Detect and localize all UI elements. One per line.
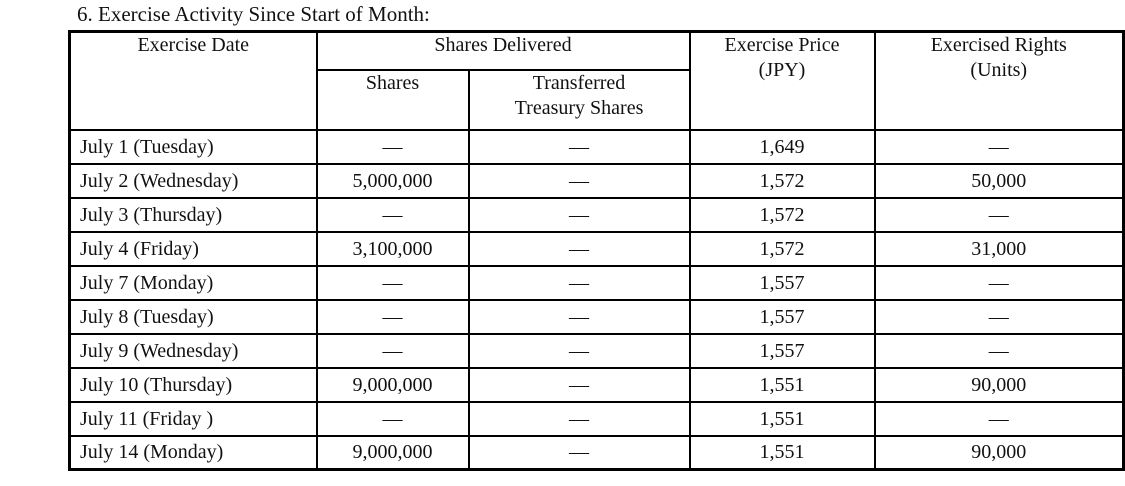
cell-exercised-rights: —: [873, 196, 1125, 233]
cell-exercise-date: July 11 (Friday ): [68, 400, 318, 437]
cell-exercise-price: 1,572: [688, 162, 876, 199]
cell-exercise-price: 1,557: [688, 264, 876, 301]
cell-exercise-date: July 8 (Tuesday): [68, 298, 318, 335]
cell-exercise-date: July 3 (Thursday): [68, 196, 318, 233]
col-header-exercised-rights: Exercised Rights (Units): [873, 30, 1125, 131]
table-row: July 4 (Friday) 3,100,000 — 1,572 31,000: [68, 230, 1125, 267]
table-row: July 3 (Thursday) — — 1,572 —: [68, 196, 1125, 233]
cell-transferred-treasury-shares: —: [467, 128, 691, 165]
table-row: July 9 (Wednesday) — — 1,557 —: [68, 332, 1125, 369]
cell-shares: —: [315, 298, 470, 335]
header-row-2: Shares Transferred Treasury Shares: [70, 68, 1124, 131]
cell-shares: —: [315, 128, 470, 165]
cell-shares: 5,000,000: [315, 162, 470, 199]
table-row: July 7 (Monday) — — 1,557 —: [68, 264, 1125, 301]
cell-exercise-date: July 9 (Wednesday): [68, 332, 318, 369]
cell-exercise-price: 1,551: [688, 366, 876, 403]
table-row: July 11 (Friday ) — — 1,551 —: [68, 400, 1125, 437]
section-title: 6. Exercise Activity Since Start of Mont…: [77, 2, 430, 26]
cell-exercise-date: July 7 (Monday): [68, 264, 318, 301]
cell-shares: —: [315, 332, 470, 369]
cell-exercise-date: July 14 (Monday): [68, 434, 318, 471]
cell-exercised-rights: 31,000: [873, 230, 1125, 267]
cell-exercise-price: 1,572: [688, 230, 876, 267]
table-row: July 2 (Wednesday) 5,000,000 — 1,572 50,…: [68, 162, 1125, 199]
cell-transferred-treasury-shares: —: [467, 230, 691, 267]
col-header-exercise-price: Exercise Price (JPY): [688, 30, 876, 131]
cell-exercised-rights: —: [873, 298, 1125, 335]
col-header-shares: Shares: [315, 68, 470, 131]
cell-transferred-treasury-shares: —: [467, 434, 691, 471]
cell-exercised-rights: 90,000: [873, 434, 1125, 471]
cell-exercised-rights: —: [873, 128, 1125, 165]
col-header-transferred-treasury-shares: Transferred Treasury Shares: [467, 68, 691, 131]
exercise-activity-table: Exercise Date Shares Delivered Exercise …: [68, 30, 1125, 471]
cell-transferred-treasury-shares: —: [467, 162, 691, 199]
cell-transferred-treasury-shares: —: [467, 298, 691, 335]
table-row: July 1 (Tuesday) — — 1,649 —: [68, 128, 1125, 165]
cell-shares: 9,000,000: [315, 366, 470, 403]
cell-exercise-date: July 10 (Thursday): [68, 366, 318, 403]
cell-exercise-price: 1,557: [688, 298, 876, 335]
cell-exercise-price: 1,557: [688, 332, 876, 369]
col-header-exercise-date: Exercise Date: [68, 30, 318, 131]
header-row-1: Exercise Date Shares Delivered Exercise …: [68, 30, 1125, 131]
cell-exercised-rights: 50,000: [873, 162, 1125, 199]
cell-transferred-treasury-shares: —: [467, 332, 691, 369]
cell-exercised-rights: —: [873, 264, 1125, 301]
cell-transferred-treasury-shares: —: [467, 264, 691, 301]
table-row: July 14 (Monday) 9,000,000 — 1,551 90,00…: [68, 434, 1125, 471]
cell-exercise-date: July 1 (Tuesday): [68, 128, 318, 165]
cell-exercised-rights: —: [873, 400, 1125, 437]
cell-exercised-rights: 90,000: [873, 366, 1125, 403]
cell-transferred-treasury-shares: —: [467, 196, 691, 233]
cell-exercise-price: 1,551: [688, 434, 876, 471]
cell-shares: —: [315, 264, 470, 301]
cell-exercise-price: 1,551: [688, 400, 876, 437]
cell-exercise-price: 1,649: [688, 128, 876, 165]
cell-exercised-rights: —: [873, 332, 1125, 369]
cell-transferred-treasury-shares: —: [467, 366, 691, 403]
table-row: July 8 (Tuesday) — — 1,557 —: [68, 298, 1125, 335]
cell-shares: 3,100,000: [315, 230, 470, 267]
cell-shares: 9,000,000: [315, 434, 470, 471]
cell-shares: —: [315, 400, 470, 437]
table-row: July 10 (Thursday) 9,000,000 — 1,551 90,…: [68, 366, 1125, 403]
cell-shares: —: [315, 196, 470, 233]
cell-transferred-treasury-shares: —: [467, 400, 691, 437]
cell-exercise-price: 1,572: [688, 196, 876, 233]
cell-exercise-date: July 4 (Friday): [68, 230, 318, 267]
col-header-shares-delivered: Shares Delivered: [315, 30, 691, 71]
cell-exercise-date: July 2 (Wednesday): [68, 162, 318, 199]
